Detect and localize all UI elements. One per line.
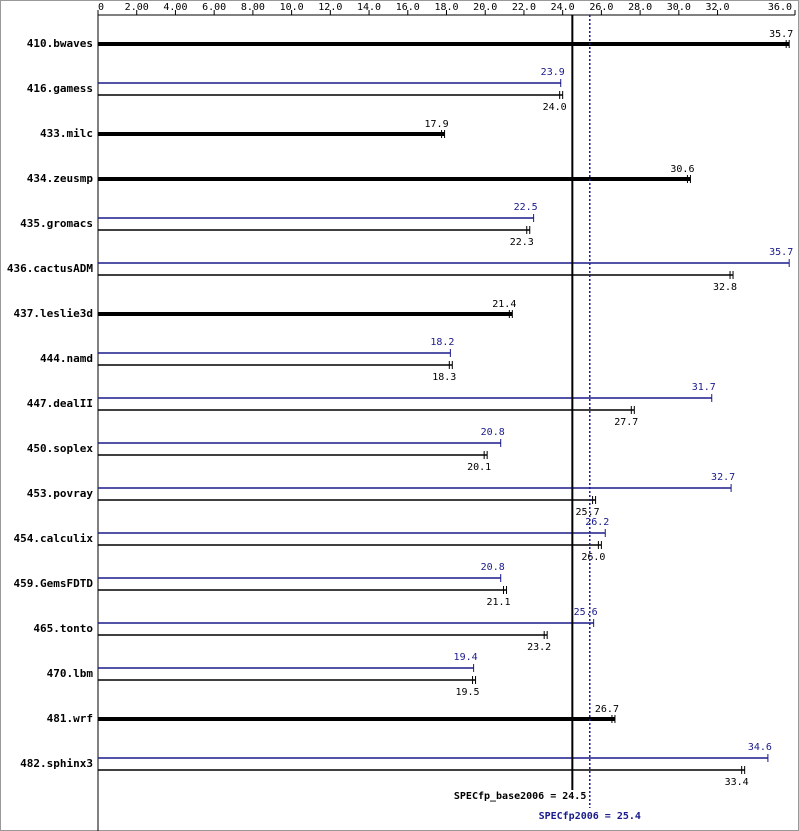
category-label: 459.GemsFDTD xyxy=(14,577,94,590)
x-tick-label: 2.00 xyxy=(125,2,149,13)
value-label: 26.0 xyxy=(581,552,605,563)
x-tick-label: 26.0 xyxy=(589,2,613,13)
x-tick-label: 36.0 xyxy=(768,2,792,13)
x-tick-label: 22.0 xyxy=(512,2,536,13)
value-label: 34.6 xyxy=(748,742,772,753)
value-label: 19.4 xyxy=(454,652,478,663)
value-label: 20.8 xyxy=(481,562,505,573)
category-label: 470.lbm xyxy=(47,667,94,680)
value-label: 25.7 xyxy=(576,507,600,518)
category-label: 437.leslie3d xyxy=(14,307,93,320)
value-label: 26.7 xyxy=(595,704,619,715)
value-label: 24.0 xyxy=(543,102,567,113)
value-label: 26.2 xyxy=(585,517,609,528)
value-label: 30.6 xyxy=(670,164,694,175)
value-label: 32.8 xyxy=(713,282,737,293)
category-label: 482.sphinx3 xyxy=(20,757,93,770)
value-label: 31.7 xyxy=(692,382,716,393)
value-label: 17.9 xyxy=(425,119,449,130)
value-label: 18.3 xyxy=(432,372,456,383)
category-label: 416.gamess xyxy=(27,82,93,95)
x-tick-label: 32.0 xyxy=(706,2,730,13)
value-label: 22.5 xyxy=(514,202,538,213)
category-label: 465.tonto xyxy=(33,622,93,635)
x-tick-label: 16.0 xyxy=(396,2,420,13)
value-label: 23.9 xyxy=(541,67,565,78)
value-label: 19.5 xyxy=(455,687,479,698)
x-tick-label: 4.00 xyxy=(163,2,187,13)
x-tick-label: 14.0 xyxy=(357,2,381,13)
value-label: 35.7 xyxy=(769,247,793,258)
value-label: 23.2 xyxy=(527,642,551,653)
value-label: 33.4 xyxy=(725,777,749,788)
category-label: 434.zeusmp xyxy=(27,172,94,185)
x-tick-label: 20.0 xyxy=(473,2,497,13)
reference-label: SPECfp2006 = 25.4 xyxy=(539,811,641,822)
value-label: 20.1 xyxy=(467,462,491,473)
x-tick-label: 0 xyxy=(98,2,104,13)
category-label: 436.cactusADM xyxy=(7,262,93,275)
x-tick-label: 6.00 xyxy=(202,2,226,13)
x-tick-label: 28.0 xyxy=(628,2,652,13)
value-label: 25.6 xyxy=(574,607,598,618)
category-label: 447.dealII xyxy=(27,397,93,410)
x-tick-label: 12.0 xyxy=(318,2,342,13)
category-label: 481.wrf xyxy=(47,712,93,725)
reference-label: SPECfp_base2006 = 24.5 xyxy=(454,791,586,802)
value-label: 21.4 xyxy=(492,299,516,310)
value-label: 20.8 xyxy=(481,427,505,438)
x-tick-label: 18.0 xyxy=(434,2,458,13)
x-tick-label: 30.0 xyxy=(667,2,691,13)
x-tick-label: 24.0 xyxy=(551,2,575,13)
category-label: 433.milc xyxy=(40,127,93,140)
category-label: 453.povray xyxy=(27,487,94,500)
category-label: 454.calculix xyxy=(14,532,94,545)
category-label: 435.gromacs xyxy=(20,217,93,230)
value-label: 21.1 xyxy=(486,597,510,608)
x-tick-label: 10.0 xyxy=(280,2,304,13)
category-label: 444.namd xyxy=(40,352,93,365)
category-label: 450.soplex xyxy=(27,442,94,455)
value-label: 32.7 xyxy=(711,472,735,483)
value-label: 22.3 xyxy=(510,237,534,248)
value-label: 27.7 xyxy=(614,417,638,428)
category-label: 410.bwaves xyxy=(27,37,93,50)
value-label: 35.7 xyxy=(769,29,793,40)
x-tick-label: 8.00 xyxy=(241,2,265,13)
value-label: 18.2 xyxy=(430,337,454,348)
